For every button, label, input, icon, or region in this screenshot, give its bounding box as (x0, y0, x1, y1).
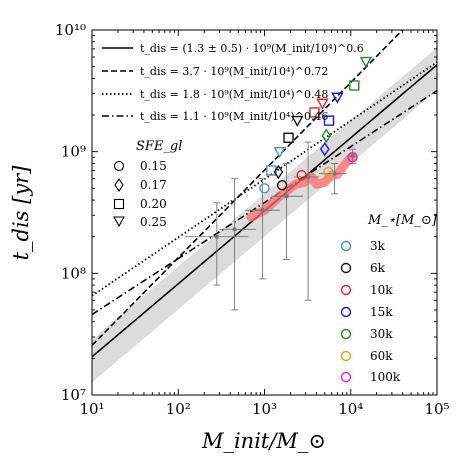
x-axis-label: M_init/M_⊙ (201, 429, 326, 453)
x-tick-label: 10⁴ (338, 400, 363, 418)
red-track-band (246, 151, 358, 222)
sfe-marker-square (113, 198, 125, 210)
mean-point-0 (214, 234, 220, 239)
mean-point-4 (305, 174, 311, 180)
mass-label-60k: 60k (370, 349, 393, 363)
data-points (259, 56, 373, 194)
mean-point-6 (350, 153, 355, 159)
mass-label-30k: 30k (370, 327, 393, 341)
y-tick-label: 10⁹ (61, 143, 86, 161)
data-point-16 (323, 166, 334, 178)
mass-label-6k: 6k (370, 261, 386, 275)
y-axis-label: t_dis [yr] (9, 165, 33, 261)
mass-marker-15k (340, 306, 352, 318)
data-point-11 (323, 115, 335, 126)
error-bars (185, 141, 358, 311)
red-track (246, 151, 358, 222)
mass-marker-30k (340, 328, 352, 340)
mass-marker-100k (340, 371, 352, 383)
data-point-7 (296, 170, 307, 181)
mass-marker-10k (340, 284, 352, 296)
data-point-5 (283, 132, 294, 144)
x-tick-label: 10² (166, 400, 191, 418)
data-point-17 (347, 152, 358, 163)
data-point-6 (291, 115, 304, 128)
sfe-label-1: 0.17 (140, 178, 167, 192)
legend-fit-dotted: t_dis = 1.8 · 10⁹(M_init/10⁴)^0.48 (140, 88, 328, 101)
fit-legend: t_dis = (1.3 ± 0.5) · 10⁹(M_init/10⁴)^0.… (102, 42, 364, 123)
x-tick-label: 10³ (252, 400, 277, 418)
data-point-0 (259, 183, 270, 194)
data-point-14 (349, 80, 360, 91)
data-point-10 (319, 141, 330, 157)
data-point-13 (321, 128, 332, 144)
x-ticks: 10¹ 10² 10³ 10⁴ 10⁵ (79, 30, 450, 418)
fit-line-dashdot (92, 89, 437, 316)
data-point-12 (331, 92, 344, 104)
mass-label-3k: 3k (370, 239, 386, 253)
x-tick-label: 10¹ (79, 400, 104, 418)
legend-fit-solid: t_dis = (1.3 ± 0.5) · 10⁹(M_init/10⁴)^0.… (140, 42, 364, 55)
x-tick-label: 10⁵ (424, 400, 449, 418)
fit-line-dashed (92, 30, 404, 346)
y-ticks: 10⁷ 10⁸ 10⁹ 10¹⁰ (55, 21, 437, 404)
sfe-marker-diamond (114, 178, 124, 192)
mean-point-2 (260, 208, 265, 213)
y-tick-label: 10⁸ (61, 264, 86, 282)
sfe-label-3: 0.25 (140, 215, 167, 229)
mass-label-15k: 15k (370, 305, 393, 319)
mass-marker-60k (340, 350, 352, 362)
data-point-2 (273, 146, 286, 159)
data-point-4 (273, 164, 284, 180)
sfe-marker-circle (113, 160, 125, 172)
mean-point-3 (284, 194, 289, 199)
sfe-label-0: 0.15 (140, 159, 167, 173)
data-point-9 (316, 98, 329, 110)
mass-marker-3k (340, 240, 352, 252)
mass-label-10k: 10k (370, 283, 393, 297)
sfe-legend: SFE_gl 0.15 0.17 0.20 0.25 (113, 139, 182, 229)
data-point-8 (309, 107, 320, 118)
mass-marker-6k (340, 262, 352, 274)
legend-fit-dashdot: t_dis = 1.1 · 10⁹(M_init/10⁴)^0.46 (140, 110, 328, 123)
legend-fit-dashed: t_dis = 3.7 · 10⁹(M_init/10⁴)^0.72 (140, 65, 328, 78)
sfe-marker-triangle-down (113, 216, 125, 228)
sfe-legend-title: SFE_gl (136, 139, 182, 154)
data-point-15 (359, 56, 373, 69)
mass-legend-title: M_⋆[M_⊙] (367, 213, 438, 228)
sfe-label-2: 0.20 (140, 197, 167, 211)
mass-legend: M_⋆[M_⊙] 3k 6k 10k 15k 30k 60k 100k (340, 213, 438, 384)
mean-point-1 (232, 227, 237, 232)
y-tick-label: 10⁷ (61, 386, 86, 404)
y-tick-label: 10¹⁰ (55, 21, 86, 39)
data-point-3 (276, 180, 288, 191)
mass-label-100k: 100k (370, 370, 401, 384)
